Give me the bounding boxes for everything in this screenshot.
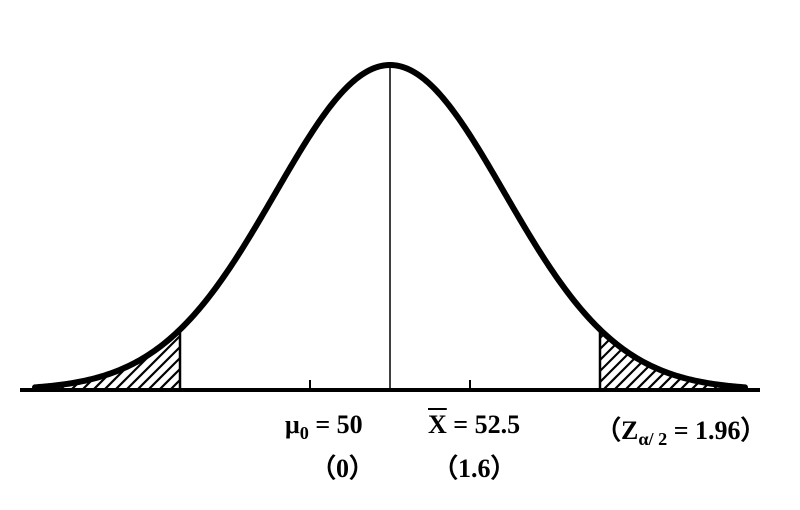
mu0-label: μ0 = 50 <box>285 410 363 444</box>
paren-onesix-label: （1.6） <box>432 448 517 485</box>
mu-symbol: μ <box>285 410 300 439</box>
z-crit-label: （Zα/ 2 = 1.96） <box>595 410 767 450</box>
xbar-eq: = 52.5 <box>447 410 520 439</box>
z-eq: = 1.96） <box>667 416 766 445</box>
mu-sub: 0 <box>300 423 309 443</box>
z-sub: α/ 2 <box>638 429 667 449</box>
paren-zero-label: （0） <box>310 448 375 485</box>
xbar-symbol: X <box>428 410 447 439</box>
mu-eq: = 50 <box>309 410 363 439</box>
xbar-label: X = 52.5 <box>428 410 520 440</box>
z-prefix: （Z <box>595 416 638 445</box>
